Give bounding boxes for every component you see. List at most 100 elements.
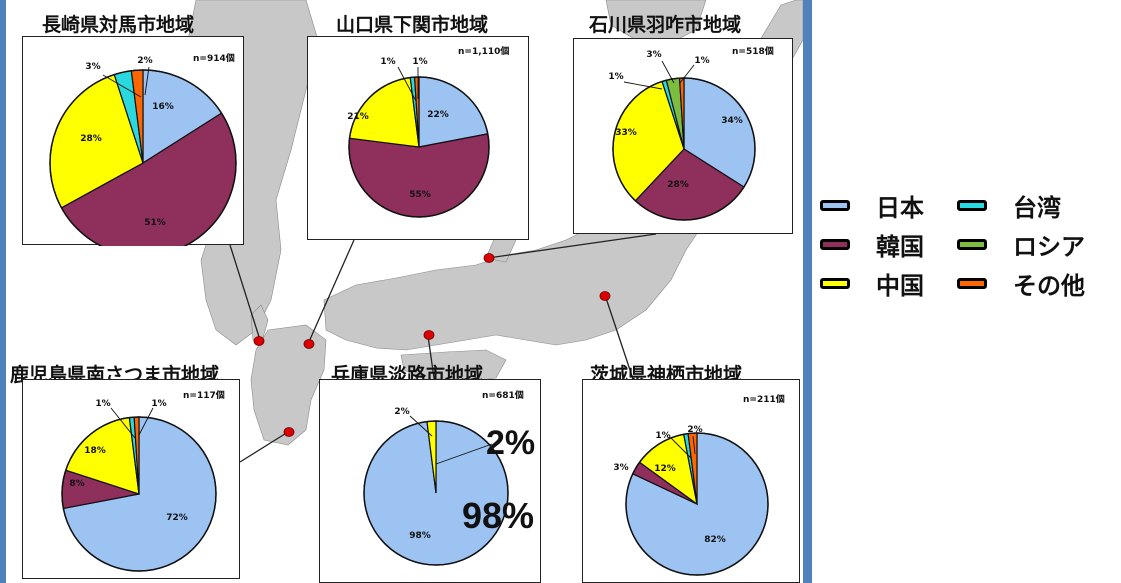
- pie-outline: [363, 420, 509, 566]
- pie-label-taiwan: 1%: [608, 72, 623, 82]
- label-pointer-line: [670, 437, 692, 459]
- pie-svg-shimonoseki: 22% 55% 21% 1% 1% n=1,110個: [347, 45, 509, 218]
- pie-label-japan: 34%: [721, 116, 743, 126]
- pie-label-korea: 51%: [144, 218, 166, 228]
- leader-line: [487, 233, 657, 259]
- pie-label-japan: 82%: [704, 535, 726, 545]
- legend-swatch-china: [820, 278, 850, 289]
- legend-item-korea: 韓国: [820, 227, 924, 262]
- label-pointer-line: [102, 74, 142, 98]
- frame-border-left: [0, 0, 6, 583]
- pie-label-korea: 28%: [667, 180, 689, 190]
- pie-label-other: 2%: [137, 56, 152, 66]
- location-marker: [483, 253, 495, 263]
- label-pointer-line: [692, 435, 696, 455]
- legend-label-japan: 日本: [876, 194, 924, 222]
- legend-label-korea: 韓国: [876, 233, 924, 261]
- pie-chart-hakui: 34% 28% 33% 1% 3% 1% n=518個: [573, 38, 793, 234]
- label-pointer-line: [144, 66, 150, 96]
- map-frame: 長崎県対馬市地域 山口県下関市地域 石川県羽咋市地域 鹿児島県南さつま市地域 兵…: [0, 0, 812, 583]
- pie-outline: [49, 69, 237, 246]
- pie-label-taiwan: 3%: [85, 62, 100, 72]
- awaji-annotation-98pct: 98%: [462, 495, 535, 536]
- legend-swatch-other: [957, 278, 987, 289]
- pie-label-other: 1%: [151, 399, 166, 409]
- legend-item-russia: ロシア: [957, 227, 1085, 262]
- pie-chart-awaji: 98% 2% n=681個: [319, 379, 541, 583]
- land-shape: [250, 324, 327, 446]
- legend-label-russia: ロシア: [1013, 233, 1085, 261]
- leader-line: [229, 244, 261, 341]
- legend-item-china: 中国: [820, 266, 924, 301]
- sample-size-label: n=1,110個: [458, 45, 509, 57]
- label-pointer-line: [623, 81, 663, 90]
- legend-swatch-korea: [820, 239, 850, 250]
- pie-chart-shimonoseki: 22% 55% 21% 1% 1% n=1,110個: [307, 36, 529, 240]
- land-shape: [250, 304, 269, 346]
- label-pointer-line: [138, 407, 154, 436]
- pie-outline: [61, 416, 217, 572]
- sample-size-label: n=518個: [732, 45, 774, 57]
- sample-size-label: n=211個: [743, 393, 785, 405]
- pie-label-china: 33%: [615, 128, 637, 138]
- leader-line: [239, 431, 289, 463]
- pie-label-japan: 98%: [409, 531, 431, 541]
- pie-label-korea: 8%: [69, 479, 84, 489]
- chart-title-shimonoseki: 山口県下関市地域: [336, 14, 489, 36]
- pie-label-japan: 16%: [152, 102, 174, 112]
- awaji-annotation-2pct: 2%: [486, 424, 536, 462]
- pie-label-china: 12%: [654, 464, 676, 474]
- label-pointer-line: [110, 407, 136, 439]
- pie-label-taiwan: 1%: [655, 431, 670, 441]
- sample-size-label: n=117個: [183, 389, 225, 401]
- location-marker: [303, 339, 315, 349]
- pie-label-other: 1%: [412, 57, 427, 67]
- pie-outline: [348, 76, 490, 218]
- chart-title-hakui: 石川県羽咋市地域: [589, 14, 742, 36]
- label-pointer-line: [679, 64, 695, 84]
- sample-size-label: n=681個: [482, 389, 524, 401]
- pie-label-china: 2%: [394, 407, 409, 417]
- pie-label-china: 21%: [347, 112, 369, 122]
- pie-chart-tsushima: 16% 51% 28% 3% 2% n=914個: [22, 36, 244, 246]
- legend-label-china: 中国: [876, 272, 924, 300]
- pie-label-other: 2%: [687, 425, 702, 435]
- pie-label-other: 1%: [694, 56, 709, 66]
- location-marker: [283, 427, 295, 437]
- pie-chart-minamisatsuma: 72% 8% 18% 1% 1% n=117個: [22, 379, 240, 579]
- legend-label-taiwan: 台湾: [1013, 194, 1061, 222]
- legend-swatch-taiwan: [957, 200, 987, 211]
- label-pointer-line: [409, 415, 433, 437]
- pie-label-china: 28%: [80, 134, 102, 144]
- pie-chart-kamisu: 82% 3% 12% 1% 2% n=211個: [582, 379, 800, 583]
- pie-label-korea: 55%: [409, 190, 431, 200]
- sample-size-label: n=914個: [193, 52, 235, 64]
- pie-label-japan: 72%: [166, 513, 188, 523]
- label-pointer-line: [397, 66, 417, 102]
- pie-label-korea: 3%: [613, 463, 628, 473]
- legend-item-taiwan: 台湾: [957, 188, 1061, 223]
- location-marker: [423, 330, 435, 340]
- pie-outline: [625, 432, 769, 576]
- pie-label-taiwan: 1%: [95, 399, 110, 409]
- legend-label-other: その他: [1013, 272, 1085, 300]
- pie-label-russia: 3%: [646, 50, 661, 60]
- pie-label-china: 18%: [84, 446, 106, 456]
- pie-label-taiwan: 1%: [380, 57, 395, 67]
- legend-swatch-russia: [957, 239, 987, 250]
- pie-svg-kamisu: 82% 3% 12% 1% 2% n=211個: [613, 393, 785, 576]
- leader-line: [605, 297, 634, 380]
- pie-svg-awaji: 98% 2% n=681個: [363, 389, 524, 566]
- legend-item-other: その他: [957, 266, 1085, 301]
- location-markers: [253, 253, 611, 437]
- frame-border-right: [803, 0, 812, 583]
- pie-svg-tsushima: 16% 51% 28% 3% 2% n=914個: [49, 52, 237, 246]
- chart-title-tsushima: 長崎県対馬市地域: [42, 14, 195, 36]
- pie-svg-hakui: 34% 28% 33% 1% 3% 1% n=518個: [608, 45, 774, 221]
- leader-line: [307, 239, 355, 345]
- pie-label-japan: 22%: [427, 110, 449, 120]
- pie-svg-minamisatsuma: 72% 8% 18% 1% 1% n=117個: [61, 389, 225, 572]
- legend-swatch-japan: [820, 200, 850, 211]
- label-pointer-line: [435, 443, 493, 465]
- land-shape: [400, 349, 507, 383]
